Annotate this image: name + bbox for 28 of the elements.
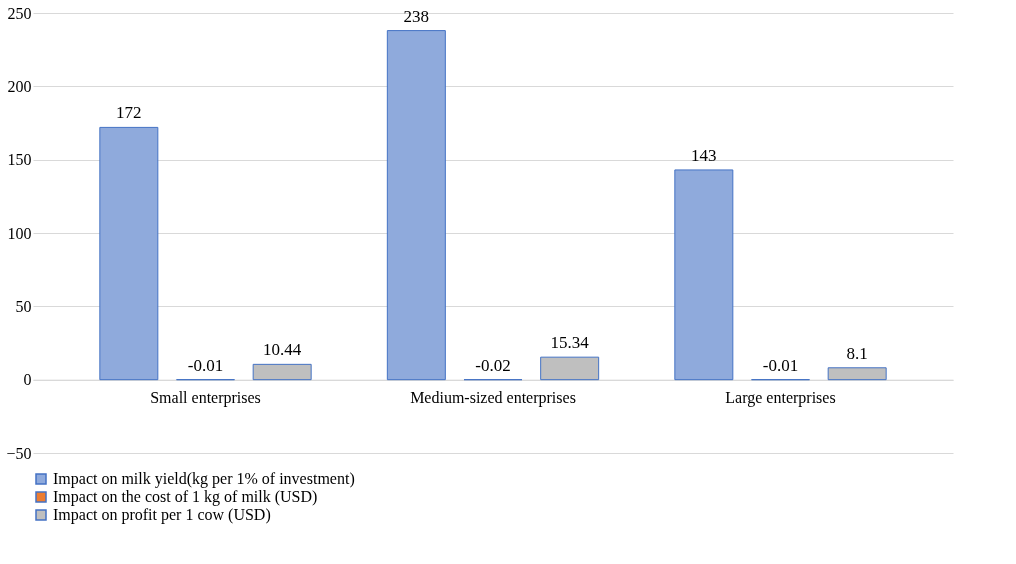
data-label: 143 [691, 145, 717, 165]
x-tick-label: Large enterprises [725, 389, 836, 408]
data-label: -0.02 [475, 355, 511, 375]
data-label: -0.01 [187, 355, 224, 375]
y-tick-label: 0 [23, 371, 32, 389]
bar [386, 30, 446, 381]
data-label: 15.34 [550, 333, 590, 353]
data-label: 238 [403, 6, 430, 26]
x-tick-label: Small enterprises [150, 389, 261, 408]
legend-label: Impact on milk yield(kg per 1% of investment) [53, 470, 355, 488]
y-tick-label: 150 [7, 151, 32, 169]
bar [674, 169, 734, 381]
y-tick-label: 250 [7, 4, 32, 22]
y-tick-label: 50 [15, 297, 32, 315]
y-tick-label: 100 [7, 224, 32, 242]
bar [827, 367, 887, 381]
y-tick-label: 200 [7, 77, 32, 95]
data-label: 8.1 [846, 343, 868, 363]
data-label: 172 [116, 103, 142, 123]
data-label: -0.01 [762, 355, 799, 375]
bar [540, 356, 600, 381]
legend-label: Impact on profit per 1 cow (USD) [53, 506, 271, 524]
y-tick-label: −50 [6, 444, 32, 462]
bar [99, 126, 159, 381]
data-label: 10.44 [263, 340, 302, 360]
legend-label: Impact on the cost of 1 kg of milk (USD) [53, 488, 318, 506]
bar [252, 363, 312, 381]
x-tick-label: Medium-sized enterprises [410, 389, 576, 408]
